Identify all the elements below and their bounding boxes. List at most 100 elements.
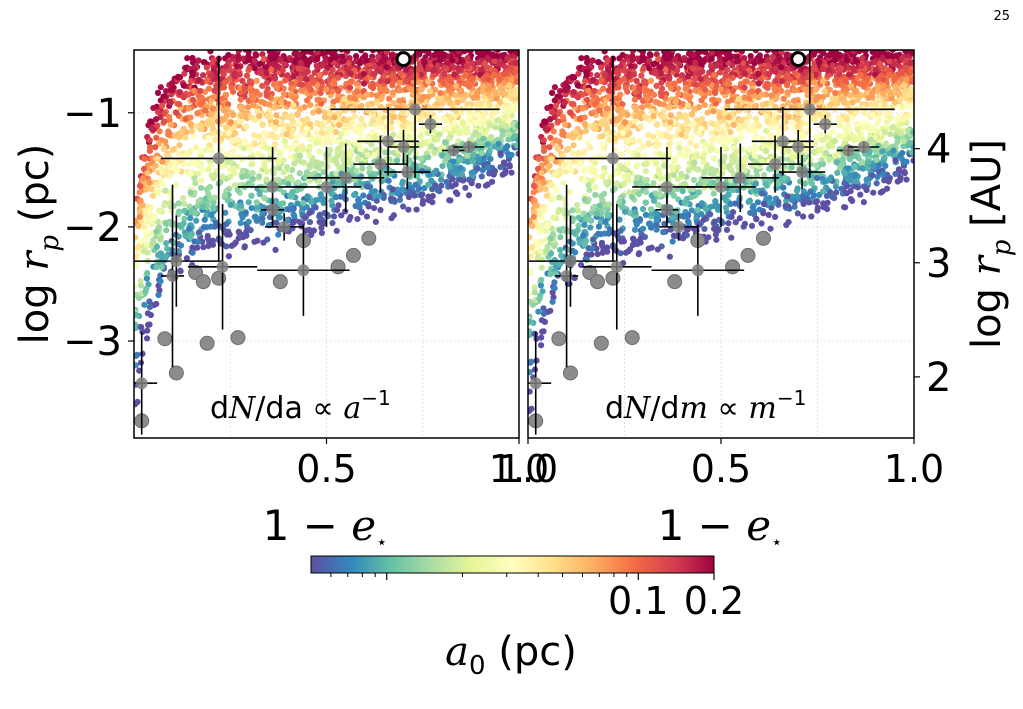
simulated-point <box>359 166 365 172</box>
simulated-point <box>464 63 470 69</box>
simulated-point <box>439 100 445 106</box>
simulated-point <box>273 119 279 125</box>
simulated-point <box>307 86 313 92</box>
simulated-point <box>246 199 252 205</box>
simulated-point <box>307 144 313 150</box>
simulated-point <box>335 88 341 94</box>
simulated-point <box>838 186 844 192</box>
simulated-point <box>466 113 472 119</box>
simulated-point <box>192 180 198 186</box>
simulated-point <box>746 199 752 205</box>
simulated-point <box>161 202 167 208</box>
simulated-point <box>394 190 400 196</box>
simulated-point <box>795 210 801 216</box>
simulated-point <box>152 144 158 150</box>
simulated-point <box>487 101 493 107</box>
simulated-point <box>257 191 263 197</box>
simulated-point <box>379 58 385 64</box>
simulated-point <box>497 84 503 90</box>
simulated-point <box>453 181 459 187</box>
simulated-point <box>229 138 235 144</box>
observed-marker <box>374 158 386 170</box>
simulated-point <box>161 146 167 152</box>
simulated-point <box>238 113 244 119</box>
simulated-point <box>466 105 472 111</box>
predicted-marker <box>362 231 376 245</box>
simulated-point <box>278 99 284 105</box>
observed-marker <box>267 204 279 216</box>
simulated-point <box>459 171 465 177</box>
simulated-point <box>417 117 423 123</box>
simulated-point <box>575 150 581 156</box>
simulated-point <box>428 143 434 149</box>
simulated-point <box>464 153 470 159</box>
simulated-point <box>473 121 479 127</box>
simulated-point <box>252 65 258 71</box>
simulated-point <box>411 127 417 133</box>
simulated-point <box>227 231 233 237</box>
simulated-point <box>503 124 509 130</box>
simulated-point <box>208 148 214 154</box>
simulated-point <box>364 107 370 113</box>
y-tick-label: −1 <box>63 91 122 137</box>
simulated-point <box>581 177 587 183</box>
simulated-point <box>163 240 169 246</box>
simulated-point <box>571 142 577 148</box>
simulated-point <box>479 150 485 156</box>
simulated-point <box>163 227 169 233</box>
simulated-point <box>354 88 360 94</box>
simulated-point <box>333 129 339 135</box>
simulated-point <box>372 134 378 140</box>
simulated-point <box>356 123 362 129</box>
simulated-point <box>355 155 361 161</box>
simulated-point <box>371 63 377 69</box>
simulated-point <box>212 194 218 200</box>
predicted-marker <box>231 331 245 345</box>
simulated-point <box>441 52 447 58</box>
simulated-point <box>135 223 141 229</box>
simulated-point <box>374 92 380 98</box>
simulated-point <box>498 61 504 67</box>
simulated-point <box>162 138 168 144</box>
simulated-point <box>489 179 495 185</box>
simulated-point <box>419 168 425 174</box>
simulated-point <box>260 240 266 246</box>
simulated-point <box>443 117 449 123</box>
simulated-point <box>702 102 708 108</box>
simulated-point <box>327 147 333 153</box>
simulated-point <box>181 82 187 88</box>
simulated-point <box>390 100 396 106</box>
simulated-point <box>443 179 449 185</box>
simulated-point <box>166 114 172 120</box>
simulated-point <box>196 229 202 235</box>
simulated-point <box>318 90 324 96</box>
simulated-point <box>713 237 719 243</box>
simulated-point <box>140 175 146 181</box>
simulated-point <box>248 114 254 120</box>
simulated-point <box>192 210 198 216</box>
simulated-point <box>295 111 301 117</box>
simulated-point <box>235 137 241 143</box>
simulated-point <box>222 192 228 198</box>
simulated-point <box>150 105 156 111</box>
simulated-point <box>603 179 609 185</box>
simulated-point <box>316 97 322 103</box>
simulated-point <box>322 114 328 120</box>
simulated-point <box>266 101 272 107</box>
simulated-point <box>446 125 452 131</box>
simulated-point <box>298 60 304 66</box>
simulated-point <box>204 186 210 192</box>
simulated-point <box>328 56 334 62</box>
simulated-point <box>207 48 213 54</box>
simulated-point <box>193 218 199 224</box>
simulated-point <box>418 97 424 103</box>
simulated-point <box>307 136 313 142</box>
simulated-point <box>445 83 451 89</box>
simulated-point <box>624 138 630 144</box>
simulated-point <box>365 135 371 141</box>
simulated-point <box>250 176 256 182</box>
simulated-point <box>335 180 341 186</box>
simulated-point <box>198 100 204 106</box>
